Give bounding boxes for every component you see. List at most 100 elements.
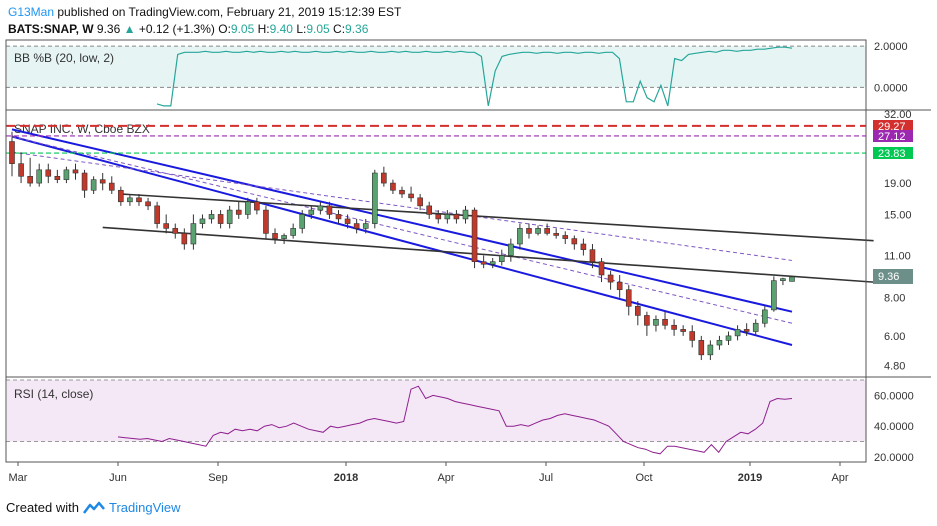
- ohlc-line: BATS:SNAP, W 9.36 ▲ +0.12 (+1.3%) O:9.05…: [8, 22, 368, 36]
- candle: [671, 319, 677, 336]
- candle-body: [308, 209, 315, 215]
- candle-body: [526, 228, 532, 234]
- candle-body: [163, 223, 169, 229]
- time-axis: Mar Jun Sep 2018 Apr Jul Oct 2019 Apr: [9, 462, 849, 484]
- tradingview-brand-link[interactable]: TradingView: [108, 500, 181, 515]
- candle: [480, 255, 487, 269]
- candle-body: [154, 205, 160, 224]
- candle-body: [199, 218, 206, 224]
- candle: [263, 205, 269, 239]
- candle: [462, 205, 469, 224]
- candle-body: [498, 255, 505, 262]
- candle: [426, 201, 433, 219]
- open-label: O:: [218, 22, 231, 36]
- published-text: published on TradingView.com, February 2…: [57, 5, 402, 19]
- candle: [444, 210, 451, 224]
- candle-body: [72, 169, 79, 174]
- candle-body: [426, 205, 433, 215]
- rsi-line: [117, 385, 793, 455]
- candle-body: [707, 344, 714, 356]
- candle: [607, 270, 614, 290]
- candle: [145, 197, 151, 211]
- price-axis-tick: 19.00: [884, 178, 912, 190]
- candle-body: [299, 214, 306, 229]
- time-axis-tick: Sep: [208, 472, 228, 484]
- candle-body: [90, 179, 97, 191]
- candle: [508, 238, 514, 262]
- candle-body: [362, 223, 369, 229]
- candle-body: [462, 209, 469, 220]
- candle-body: [254, 201, 260, 211]
- price-axis-tick: 6.00: [884, 331, 905, 343]
- candle: [417, 193, 423, 211]
- last-price: 9.36: [96, 22, 121, 36]
- candle: [136, 193, 142, 206]
- candle: [81, 169, 88, 198]
- price-pane-title: SNAP INC, W, Cboe BZX: [14, 122, 150, 136]
- candle: [208, 210, 215, 224]
- price-axis-tick: 11.00: [884, 251, 911, 263]
- candle: [761, 306, 768, 328]
- candle-body: [9, 141, 15, 164]
- created-with-label: Created with: [6, 500, 79, 515]
- trend-mid-dashed: [11, 151, 793, 261]
- candle-body: [18, 163, 24, 177]
- candle: [272, 228, 278, 244]
- candle-body: [54, 175, 61, 180]
- candle-body: [145, 201, 151, 207]
- price-axis-tick: 15.00: [884, 209, 912, 221]
- price-label-bg: [873, 120, 913, 132]
- candle-body: [371, 172, 378, 224]
- price-label-bg: [873, 269, 913, 284]
- candle-body: [245, 201, 251, 215]
- candle-body: [81, 172, 88, 191]
- candle: [281, 233, 287, 244]
- channel-lower-line: [11, 135, 793, 346]
- candle-body: [235, 209, 242, 215]
- trendline-lower: [102, 226, 874, 283]
- price-label-text: 27.12: [878, 131, 906, 143]
- candle-body: [752, 322, 759, 332]
- candle: [254, 197, 260, 215]
- candle: [72, 163, 79, 180]
- candle: [299, 210, 306, 234]
- price-axis-tick: 8.00: [884, 293, 905, 305]
- candle-body: [190, 223, 197, 245]
- price-label-text: 9.36: [878, 271, 899, 283]
- price-axis-tick: 32.00: [884, 109, 912, 121]
- candle-body: [36, 169, 43, 184]
- candle: [335, 210, 342, 224]
- tradingview-logo-icon: [82, 501, 105, 514]
- rsi-band-fill: [7, 380, 866, 442]
- channel-mid-dashed: [11, 136, 793, 324]
- candle-body: [743, 329, 750, 332]
- candle-body: [535, 228, 541, 234]
- candle: [308, 205, 315, 219]
- candle-body: [381, 172, 387, 184]
- author-name[interactable]: G13Man: [8, 5, 55, 19]
- candle: [725, 331, 732, 346]
- candle-body: [226, 209, 233, 224]
- candle: [362, 218, 369, 234]
- candle: [653, 315, 659, 332]
- candle: [390, 179, 396, 194]
- rsi-axis-tick: 40.0000: [874, 421, 914, 433]
- candle: [381, 166, 387, 187]
- close-value: 9.36: [345, 22, 369, 36]
- candle: [698, 335, 705, 361]
- candle: [517, 223, 523, 250]
- candle-body: [780, 278, 786, 281]
- candle: [635, 301, 641, 326]
- time-axis-tick: 2018: [334, 472, 358, 484]
- candle-body: [680, 329, 686, 332]
- rsi-pane-title: RSI (14, close): [14, 387, 93, 401]
- candle: [399, 186, 405, 198]
- candle-body: [544, 228, 550, 234]
- candle-body: [118, 189, 124, 203]
- candle: [163, 214, 169, 234]
- candle-body: [689, 331, 696, 341]
- candle-body: [698, 340, 705, 356]
- candle: [571, 235, 578, 250]
- candle-body: [444, 214, 451, 220]
